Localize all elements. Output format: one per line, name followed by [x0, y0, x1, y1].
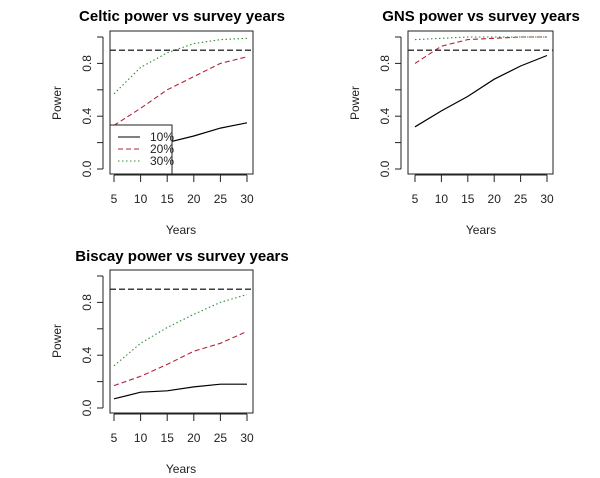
- gns-ytick-label: 0.4: [378, 108, 392, 125]
- biscay-ytick-label: 0.0: [80, 399, 94, 416]
- gns-xlabel: Years: [466, 223, 496, 237]
- gns-series-20pct: [414, 36, 547, 64]
- celtic-legend: 10%20%30%: [109, 124, 174, 175]
- gns-xtick-label: 10: [435, 192, 449, 206]
- biscay-xtick-label: 5: [111, 431, 118, 445]
- celtic-xtick-label: 5: [111, 192, 118, 206]
- celtic-ytick-label: 0.4: [80, 108, 94, 125]
- celtic-xtick-label: 25: [214, 192, 228, 206]
- biscay-series-20pct: [113, 330, 248, 387]
- gns-xtick-label: 30: [540, 192, 554, 206]
- gns-ytick-label: 0.0: [378, 160, 392, 177]
- gns-ytick-label: 0.8: [378, 55, 392, 72]
- gns-plot-frame: [407, 30, 554, 175]
- celtic-ytick-label: 0.8: [80, 55, 94, 72]
- celtic-xtick-label: 30: [240, 192, 254, 206]
- gns-xtick-label: 15: [461, 192, 475, 206]
- gns-series-10pct: [414, 54, 548, 128]
- celtic-series-30pct: [113, 37, 248, 95]
- biscay-xlabel: Years: [166, 462, 196, 476]
- gns-title: GNS power vs survey years: [382, 8, 580, 25]
- celtic-ylabel: Power: [50, 86, 64, 120]
- gns-xtick-label: 5: [412, 192, 419, 206]
- biscay-xtick-label: 20: [187, 431, 201, 445]
- celtic-xlabel: Years: [166, 223, 196, 237]
- celtic-plot-frame: [109, 30, 254, 175]
- biscay-xtick-label: 30: [240, 431, 254, 445]
- biscay-series-10pct: [113, 383, 247, 400]
- biscay-ytick-label: 0.4: [80, 347, 94, 364]
- biscay-ytick-label: 0.8: [80, 294, 94, 311]
- biscay-xtick-label: 10: [134, 431, 148, 445]
- biscay-title: Biscay power vs survey years: [75, 248, 288, 265]
- biscay-plot-frame: [109, 269, 254, 414]
- gns-series-30pct: [414, 36, 547, 41]
- celtic-xtick-label: 15: [161, 192, 175, 206]
- celtic-xtick-label: 10: [134, 192, 148, 206]
- celtic-legend-label: 10%: [150, 130, 174, 144]
- gns-panel: GNS power vs survey years Years Power 0.…: [348, 8, 580, 237]
- gns-xtick-label: 25: [514, 192, 528, 206]
- celtic-legend-label: 30%: [150, 154, 174, 168]
- gns-xtick-label: 20: [488, 192, 502, 206]
- celtic-panel: Celtic power vs survey years Years Power…: [50, 8, 285, 237]
- biscay-series-30pct: [113, 293, 248, 367]
- celtic-series-20pct: [113, 56, 248, 126]
- biscay-ylabel: Power: [50, 324, 64, 358]
- celtic-ytick-label: 0.0: [80, 160, 94, 177]
- celtic-legend-label: 20%: [150, 142, 174, 156]
- celtic-xtick-label: 20: [187, 192, 201, 206]
- gns-ylabel: Power: [348, 86, 362, 120]
- biscay-xtick-label: 15: [161, 431, 175, 445]
- biscay-xtick-label: 25: [214, 431, 228, 445]
- celtic-title: Celtic power vs survey years: [79, 8, 285, 25]
- biscay-panel: Biscay power vs survey years Years Power…: [50, 248, 289, 476]
